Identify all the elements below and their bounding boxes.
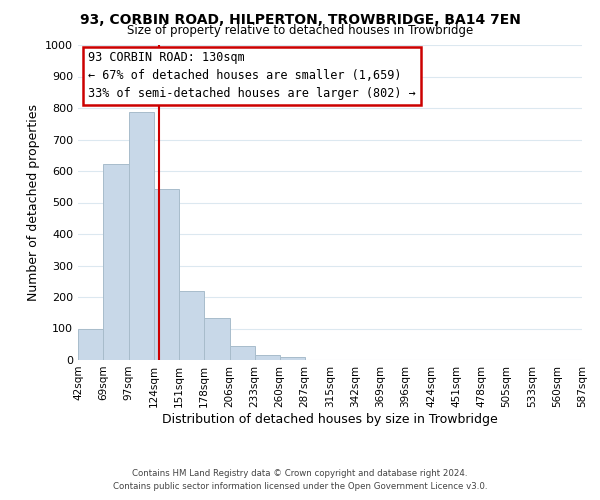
Bar bbox=[280, 357, 305, 360]
Bar bbox=[179, 290, 204, 360]
X-axis label: Distribution of detached houses by size in Trowbridge: Distribution of detached houses by size … bbox=[162, 412, 498, 426]
Bar bbox=[78, 328, 103, 360]
Bar bbox=[154, 190, 179, 360]
Bar bbox=[103, 164, 129, 360]
Text: Size of property relative to detached houses in Trowbridge: Size of property relative to detached ho… bbox=[127, 24, 473, 37]
Bar bbox=[204, 318, 230, 360]
Text: 93 CORBIN ROAD: 130sqm
← 67% of detached houses are smaller (1,659)
33% of semi-: 93 CORBIN ROAD: 130sqm ← 67% of detached… bbox=[88, 52, 416, 100]
Bar bbox=[230, 346, 254, 360]
Text: Contains HM Land Registry data © Crown copyright and database right 2024.
Contai: Contains HM Land Registry data © Crown c… bbox=[113, 470, 487, 491]
Bar bbox=[129, 112, 154, 360]
Y-axis label: Number of detached properties: Number of detached properties bbox=[26, 104, 40, 301]
Text: 93, CORBIN ROAD, HILPERTON, TROWBRIDGE, BA14 7EN: 93, CORBIN ROAD, HILPERTON, TROWBRIDGE, … bbox=[80, 12, 520, 26]
Bar bbox=[254, 354, 280, 360]
